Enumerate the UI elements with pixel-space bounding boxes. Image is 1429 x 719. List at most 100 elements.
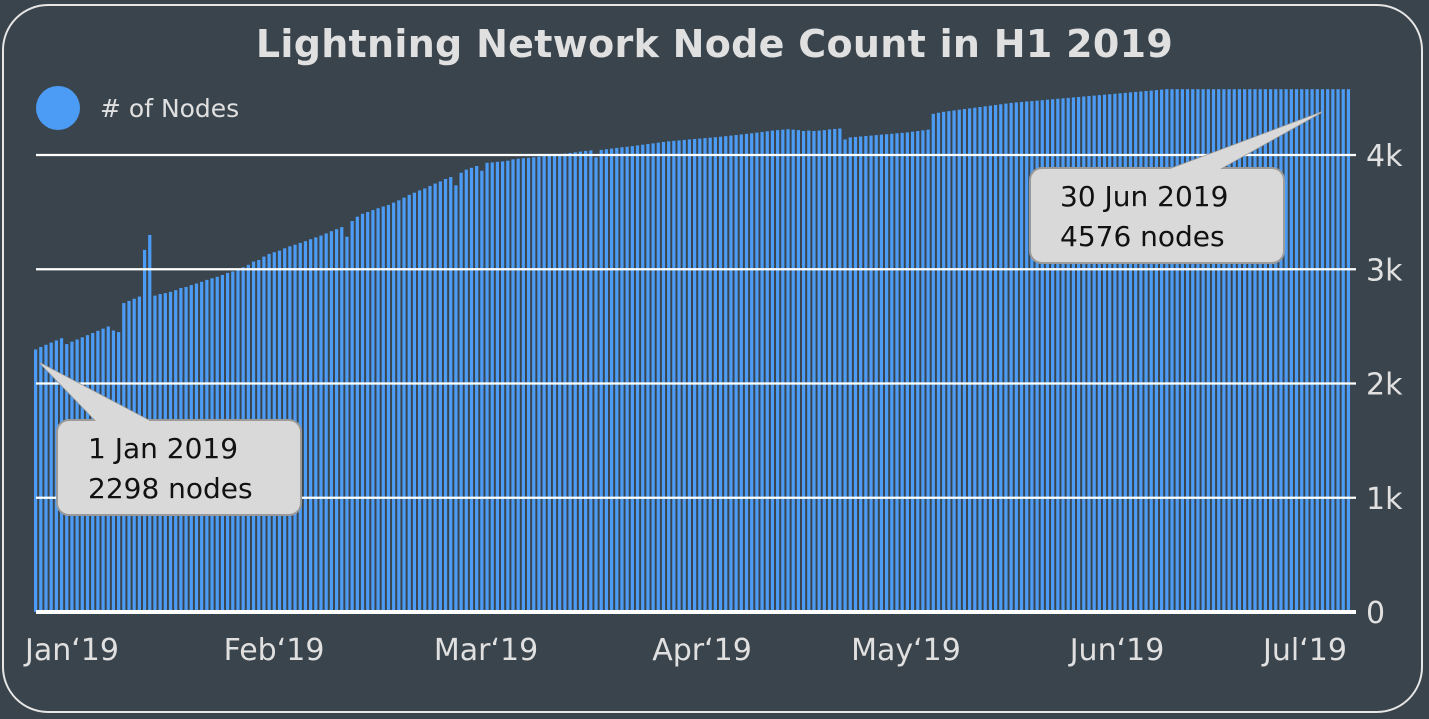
bar — [1185, 89, 1190, 612]
bar — [1191, 89, 1195, 612]
bar — [1004, 103, 1008, 612]
x-tick-label: Apr‘19 — [652, 633, 752, 668]
bar — [687, 139, 692, 612]
bar — [1222, 89, 1226, 612]
bar — [900, 132, 904, 612]
bar — [1175, 89, 1179, 612]
bar — [449, 177, 453, 613]
bar — [921, 130, 925, 612]
bar — [750, 133, 754, 613]
bar — [604, 149, 609, 613]
bar — [495, 161, 500, 612]
bar — [319, 235, 323, 613]
bar — [641, 144, 645, 612]
bar — [1315, 89, 1319, 612]
bar — [428, 185, 432, 612]
bar — [1217, 89, 1221, 612]
bar — [1113, 93, 1117, 612]
bar — [776, 130, 780, 612]
bar — [1201, 89, 1205, 612]
chart-title: Lightning Network Node Count in H1 2019 — [255, 22, 1174, 66]
x-tick-label: Jan‘19 — [23, 633, 119, 668]
x-tick-label: Mar‘19 — [434, 633, 538, 668]
bar — [345, 236, 349, 612]
bar — [1144, 91, 1148, 612]
bar — [386, 204, 391, 612]
bar — [34, 349, 38, 612]
bar — [1289, 89, 1293, 612]
bar — [1066, 97, 1070, 613]
bar — [682, 139, 686, 613]
bar — [324, 233, 328, 612]
bar — [609, 148, 614, 612]
bar — [827, 129, 832, 612]
bar — [1056, 98, 1060, 613]
bar — [443, 178, 448, 613]
bar — [371, 210, 375, 612]
bar — [594, 157, 598, 612]
bar — [796, 130, 800, 612]
bar — [656, 142, 660, 612]
bar — [578, 151, 583, 612]
bar — [931, 113, 935, 613]
bar — [1268, 89, 1273, 612]
bar — [1092, 95, 1096, 613]
bar — [469, 167, 474, 613]
bar — [309, 239, 313, 612]
bar — [1123, 92, 1127, 613]
bar — [838, 128, 842, 613]
bar — [1030, 101, 1034, 612]
bar — [672, 140, 676, 612]
bar — [718, 136, 723, 612]
bar — [708, 137, 712, 612]
bar — [516, 158, 520, 612]
y-tick-label: 2k — [1366, 368, 1403, 403]
bar — [962, 109, 967, 612]
bar — [755, 132, 759, 613]
bar — [884, 134, 889, 612]
bar — [366, 212, 370, 612]
bar — [329, 231, 333, 612]
bar — [407, 194, 411, 612]
bar — [1014, 102, 1018, 612]
bar — [1035, 100, 1039, 613]
bar — [859, 136, 863, 613]
bar — [417, 190, 422, 613]
bar — [1331, 89, 1335, 612]
bar — [729, 135, 733, 612]
bar — [1336, 89, 1340, 612]
bar — [1227, 89, 1231, 612]
bar — [459, 172, 463, 612]
y-tick-label: 3k — [1366, 253, 1403, 288]
bar — [1051, 99, 1055, 612]
bar — [314, 237, 318, 612]
bar — [786, 129, 790, 612]
bar — [807, 130, 811, 613]
bar — [340, 227, 344, 612]
bar — [1326, 89, 1330, 612]
bar — [869, 135, 873, 612]
bar — [350, 221, 354, 613]
bar — [625, 146, 629, 612]
bar — [968, 108, 972, 612]
bar — [1243, 89, 1247, 612]
legend-label: # of Nodes — [100, 93, 240, 123]
bar — [303, 241, 308, 612]
bar — [620, 147, 624, 613]
bar — [1346, 89, 1351, 612]
legend: # of Nodes — [36, 86, 239, 130]
bar — [713, 137, 717, 612]
bar — [952, 110, 956, 612]
bar — [334, 229, 339, 612]
bar — [1274, 89, 1278, 612]
bar — [381, 206, 385, 612]
bar — [1160, 89, 1164, 612]
bar — [983, 106, 987, 612]
bar — [1263, 89, 1268, 612]
bar — [853, 136, 858, 612]
bar — [1019, 101, 1024, 613]
bar — [770, 130, 775, 613]
legend-swatch — [36, 86, 80, 130]
bar — [376, 208, 380, 613]
bar — [942, 111, 946, 612]
